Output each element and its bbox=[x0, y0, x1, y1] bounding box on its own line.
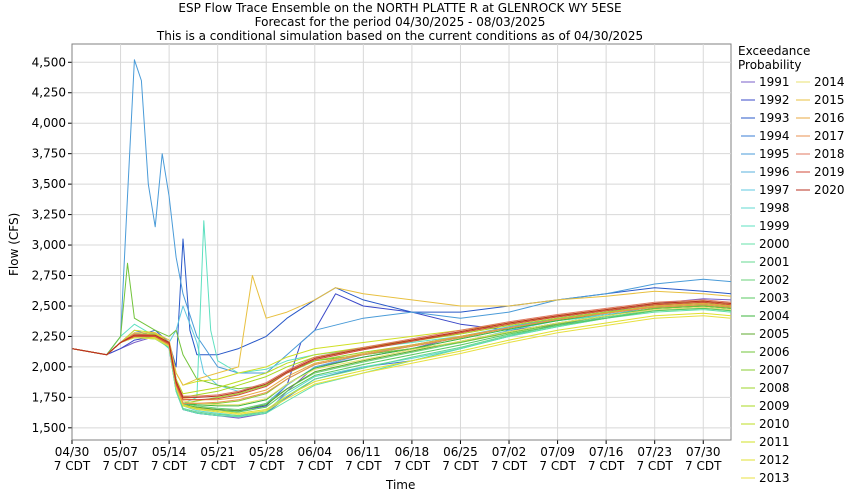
legend-label-2020: 2020 bbox=[814, 183, 845, 197]
legend-title: Exceedance Probability bbox=[738, 44, 811, 72]
x-tick-sublabel: 7 CDT bbox=[685, 459, 722, 473]
x-tick-sublabel: 7 CDT bbox=[297, 459, 334, 473]
y-tick-label: 4,000 bbox=[32, 116, 66, 130]
x-axis-title: Time bbox=[386, 478, 416, 492]
legend-label-2004: 2004 bbox=[759, 309, 790, 323]
x-tick-sublabel: 7 CDT bbox=[394, 459, 431, 473]
y-tick-label: 2,000 bbox=[32, 360, 66, 374]
legend-label-1991: 1991 bbox=[759, 75, 790, 89]
x-tick-sublabel: 7 CDT bbox=[588, 459, 625, 473]
x-tick-sublabel: 7 CDT bbox=[102, 459, 139, 473]
legend-layer: 1991 1992 1993 1994 1995 1996 1997 1998 1999 2000… bbox=[741, 75, 845, 485]
y-tick-label: 2,500 bbox=[32, 299, 66, 313]
x-tick-label: 07/09 bbox=[540, 445, 575, 459]
x-tick-sublabel: 7 CDT bbox=[539, 459, 576, 473]
plot-area bbox=[71, 43, 732, 441]
x-tick-label: 07/02 bbox=[492, 445, 527, 459]
series-layer bbox=[71, 59, 732, 419]
legend-label-1992: 1992 bbox=[759, 93, 790, 107]
x-tick-label: 05/07 bbox=[103, 445, 138, 459]
legend-label-2003: 2003 bbox=[759, 291, 790, 305]
legend-label-1994: 1994 bbox=[759, 129, 790, 143]
x-tick-label: 07/23 bbox=[637, 445, 672, 459]
y-tick-label: 4,250 bbox=[32, 86, 66, 100]
x-tick-label: 05/28 bbox=[249, 445, 284, 459]
x-tick-label: 07/16 bbox=[589, 445, 624, 459]
legend-label-1997: 1997 bbox=[759, 183, 790, 197]
y-tick-label: 4,500 bbox=[32, 55, 66, 69]
y-tick-label: 3,750 bbox=[32, 147, 66, 161]
x-tick-label: 05/14 bbox=[152, 445, 187, 459]
x-tick-label: 06/25 bbox=[443, 445, 478, 459]
legend-label-2007: 2007 bbox=[759, 363, 790, 377]
y-tick-label: 3,250 bbox=[32, 208, 66, 222]
x-tick-sublabel: 7 CDT bbox=[442, 459, 479, 473]
x-tick-label: 05/21 bbox=[200, 445, 235, 459]
legend-label-2017: 2017 bbox=[814, 129, 845, 143]
chart-note: This is a conditional simulation based o… bbox=[156, 29, 644, 43]
series-line-2019 bbox=[71, 301, 732, 401]
axis-layer: 1,500 1,750 2,000 2,250 2,500 2,750 3,000 3,250… bbox=[32, 44, 731, 473]
x-tick-label: 06/18 bbox=[395, 445, 430, 459]
legend-label-1993: 1993 bbox=[759, 111, 790, 125]
legend-label-1999: 1999 bbox=[759, 219, 790, 233]
legend-label-1996: 1996 bbox=[759, 165, 790, 179]
series-line-2020 bbox=[71, 300, 732, 398]
chart-subtitle: Forecast for the period 04/30/2025 - 08/… bbox=[254, 15, 546, 29]
y-tick-label: 3,000 bbox=[32, 238, 66, 252]
y-tick-label: 3,500 bbox=[32, 177, 66, 191]
legend-label-2002: 2002 bbox=[759, 273, 790, 287]
legend-label-1995: 1995 bbox=[759, 147, 790, 161]
legend-label-2018: 2018 bbox=[814, 147, 845, 161]
x-tick-label: 06/04 bbox=[297, 445, 332, 459]
legend-label-2019: 2019 bbox=[814, 165, 845, 179]
series-line-2015 bbox=[71, 275, 732, 386]
x-tick-sublabel: 7 CDT bbox=[54, 459, 91, 473]
legend-label-2006: 2006 bbox=[759, 345, 790, 359]
legend-label-2012: 2012 bbox=[759, 453, 790, 467]
x-tick-sublabel: 7 CDT bbox=[199, 459, 236, 473]
x-tick-sublabel: 7 CDT bbox=[636, 459, 673, 473]
x-tick-sublabel: 7 CDT bbox=[491, 459, 528, 473]
y-tick-label: 2,750 bbox=[32, 269, 66, 283]
legend-label-2010: 2010 bbox=[759, 417, 790, 431]
x-tick-sublabel: 7 CDT bbox=[345, 459, 382, 473]
legend-label-1998: 1998 bbox=[759, 201, 790, 215]
y-tick-label: 1,500 bbox=[32, 421, 66, 435]
legend-label-2008: 2008 bbox=[759, 381, 790, 395]
chart-title: ESP Flow Trace Ensemble on the NORTH PLA… bbox=[178, 1, 622, 15]
legend-label-2014: 2014 bbox=[814, 75, 845, 89]
legend-label-2013: 2013 bbox=[759, 471, 790, 485]
series-line-1995 bbox=[71, 59, 732, 374]
legend-label-2016: 2016 bbox=[814, 111, 845, 125]
grid-layer bbox=[71, 43, 732, 441]
series-line-2013 bbox=[71, 315, 732, 415]
legend-label-2005: 2005 bbox=[759, 327, 790, 341]
series-line-2012 bbox=[71, 312, 732, 414]
x-tick-sublabel: 7 CDT bbox=[151, 459, 188, 473]
y-axis-title: Flow (CFS) bbox=[7, 212, 21, 276]
legend-label-2001: 2001 bbox=[759, 255, 790, 269]
x-tick-sublabel: 7 CDT bbox=[248, 459, 285, 473]
x-tick-label: 04/30 bbox=[55, 445, 90, 459]
y-tick-label: 2,250 bbox=[32, 329, 66, 343]
legend-label-2009: 2009 bbox=[759, 399, 790, 413]
y-tick-label: 1,750 bbox=[32, 390, 66, 404]
x-tick-label: 07/30 bbox=[686, 445, 721, 459]
legend-label-2000: 2000 bbox=[759, 237, 790, 251]
x-tick-label: 06/11 bbox=[346, 445, 381, 459]
legend-label-2011: 2011 bbox=[759, 435, 790, 449]
legend-label-2015: 2015 bbox=[814, 93, 845, 107]
